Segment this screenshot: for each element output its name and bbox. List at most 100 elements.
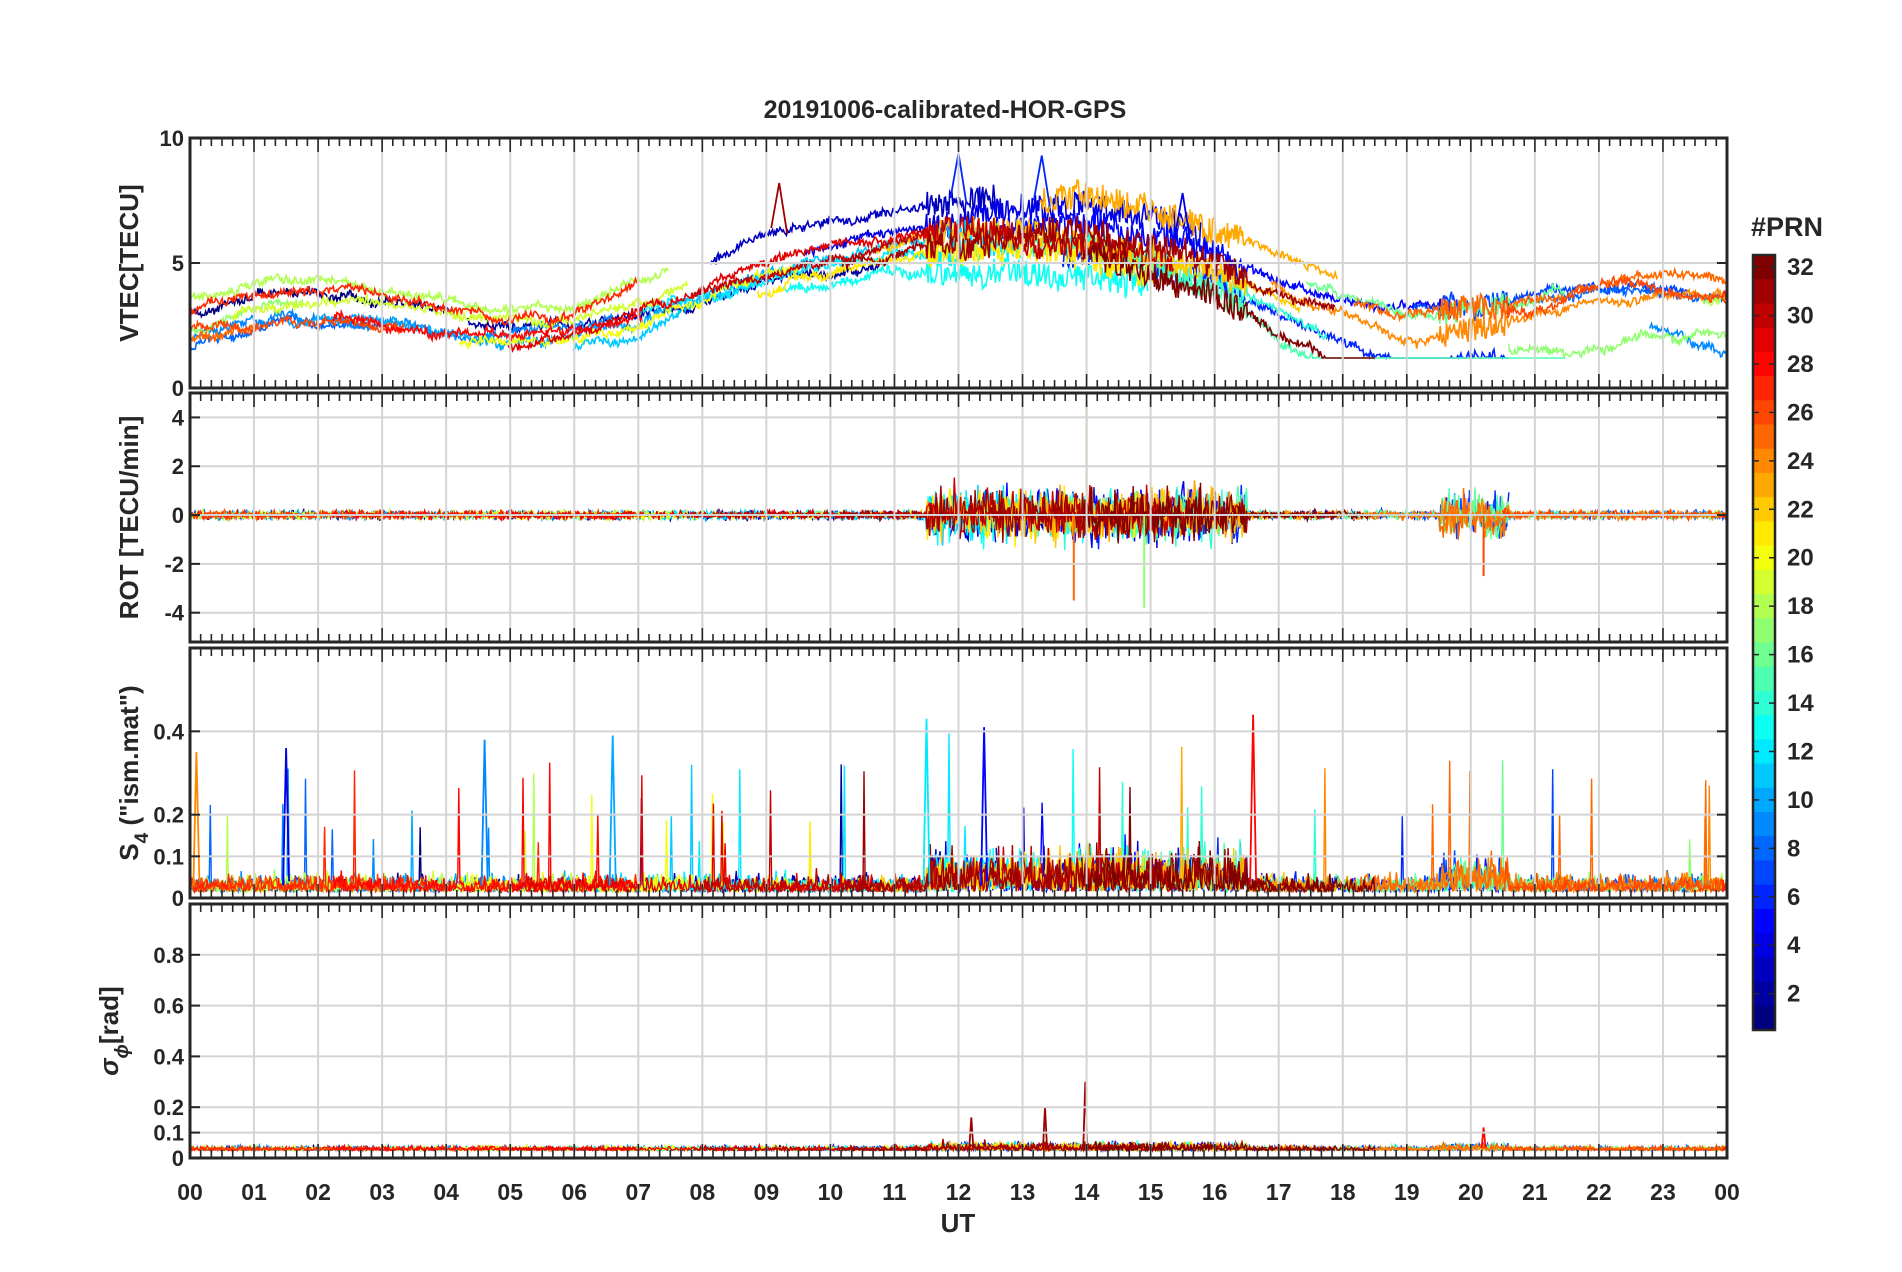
vtec-ytick-label-2: 10 [160,126,184,151]
vtec-line-prn-23 [1039,178,1339,280]
colorbar-seg-32 [1753,255,1775,280]
rot-ytick-label-3: 2 [172,454,184,479]
xtick-label-18: 18 [1330,1179,1356,1205]
colorbar-seg-11 [1753,763,1775,789]
s4-line-prn-28 [332,762,642,895]
colorbar-tick-label-8: 8 [1787,835,1800,862]
xtick-label-1: 01 [241,1179,267,1205]
xtick-label-15: 15 [1138,1179,1164,1205]
s4-frame [188,646,1729,900]
colorbar-seg-7 [1753,860,1775,886]
colorbar-seg-6 [1753,884,1775,910]
xtick-label-19: 19 [1394,1179,1420,1205]
sigma-line-prn-26 [1502,1142,1728,1152]
colorbar-tick-label-20: 20 [1787,545,1814,572]
colorbar-seg-1 [1753,1005,1775,1031]
colorbar-tick-label-26: 26 [1787,399,1814,426]
rot-frame [188,391,1729,644]
colorbar-seg-15 [1753,666,1775,692]
x-axis-label: UT [941,1208,976,1238]
xtick-label-22: 22 [1586,1179,1612,1205]
rot-line-prn-32 [1081,482,1375,544]
vtec-ytick-label-0: 0 [172,376,184,401]
s4-ytick-label-2: 0.2 [153,803,184,828]
colorbar-title: #PRN [1751,212,1823,242]
colorbar-tick-label-14: 14 [1787,690,1814,717]
colorbar-seg-14 [1753,690,1775,716]
rot-ytick-label-1: -2 [164,552,184,577]
colorbar-seg-13 [1753,715,1775,740]
colorbar-seg-30 [1753,303,1775,329]
vtec-frame [188,136,1729,390]
colorbar-seg-21 [1753,521,1775,547]
colorbar-seg-20 [1753,545,1775,571]
xtick-label-6: 06 [561,1179,587,1205]
s4-ytick-label-1: 0.1 [153,844,184,869]
xtick-label-11: 11 [882,1179,907,1205]
grid-layer [190,138,1727,1158]
sigma-ytick-label-1: 0.1 [153,1121,184,1146]
series-layer [189,152,1728,1154]
sigma-ylabel: σϕ[rad] [94,986,133,1075]
sigma-line-prn-32 [1081,1141,1376,1153]
xtick-label-2: 02 [305,1179,331,1205]
colorbar-seg-24 [1753,448,1775,474]
s4-spike-2 [980,727,988,886]
vtec-line-prn-10 [287,264,788,351]
vtec-peak-3 [770,182,789,235]
xtick-label-21: 21 [1522,1179,1548,1205]
s4-spike-4 [480,739,489,886]
vtec-line-prn-27 [189,275,638,328]
xtick-label-9: 09 [754,1179,780,1205]
sigma-ytick-label-4: 0.6 [153,994,184,1019]
s4-line-prn-27 [189,770,638,895]
vtec-line-prn-32 [1081,241,1375,359]
colorbar-seg-26 [1753,400,1775,426]
sigma-line-prn-28 [332,1143,643,1153]
colorbar-seg-19 [1753,569,1775,595]
colorbar-tick-label-6: 6 [1787,884,1800,911]
colorbar-seg-3 [1753,957,1775,983]
vtec-line-prn-31 [841,216,1336,312]
sigma-spike-3 [1480,1127,1487,1148]
vtec-line-prn-9 [1648,321,1728,359]
vtec-line-prn-18 [189,267,670,316]
colorbar-tick-label-18: 18 [1787,593,1814,620]
sigma-ytick-label-0: 0 [172,1146,184,1171]
colorbar-seg-2 [1753,981,1775,1007]
s4-line-prn-32 [1081,786,1376,894]
sigma-spike-2 [968,1117,975,1148]
s4-spike-3 [608,735,617,886]
s4-line-prn-8 [189,778,373,895]
vtec-line-prn-19 [230,279,689,330]
xtick-label-8: 08 [690,1179,716,1205]
colorbar-tick-label-4: 4 [1787,932,1801,959]
s4-ytick-label-3: 0.4 [153,719,184,744]
rot-ytick-label-2: 0 [172,503,184,528]
vtec-peak-2 [1173,192,1192,245]
s4-ytick-label-0: 0 [172,886,184,911]
xtick-label-12: 12 [946,1179,972,1205]
s4-line-prn-30 [692,767,1174,894]
xtick-label-16: 16 [1202,1179,1228,1205]
vtec-ylabel: VTEC[TECU] [114,184,144,341]
s4-line-prn-2 [466,764,887,895]
vtec-line-prn-17 [1507,327,1728,360]
sigma-frame [188,902,1729,1160]
colorbar-seg-9 [1753,812,1775,837]
vtec-ytick-label-1: 5 [172,251,184,276]
xtick-label-5: 05 [497,1179,523,1205]
rot-ytick-label-4: 4 [172,405,185,430]
xtick-label-3: 03 [369,1179,395,1205]
colorbar-tick-label-12: 12 [1787,738,1814,765]
xtick-label-23: 23 [1650,1179,1676,1205]
colorbar-seg-18 [1753,594,1775,619]
xtick-label-7: 07 [625,1179,651,1205]
colorbar-seg-29 [1753,327,1775,353]
vtec-line-prn-2 [466,257,887,334]
xtick-label-20: 20 [1458,1179,1484,1205]
s4-line-prn-29 [507,775,938,895]
colorbar-seg-27 [1753,376,1775,401]
